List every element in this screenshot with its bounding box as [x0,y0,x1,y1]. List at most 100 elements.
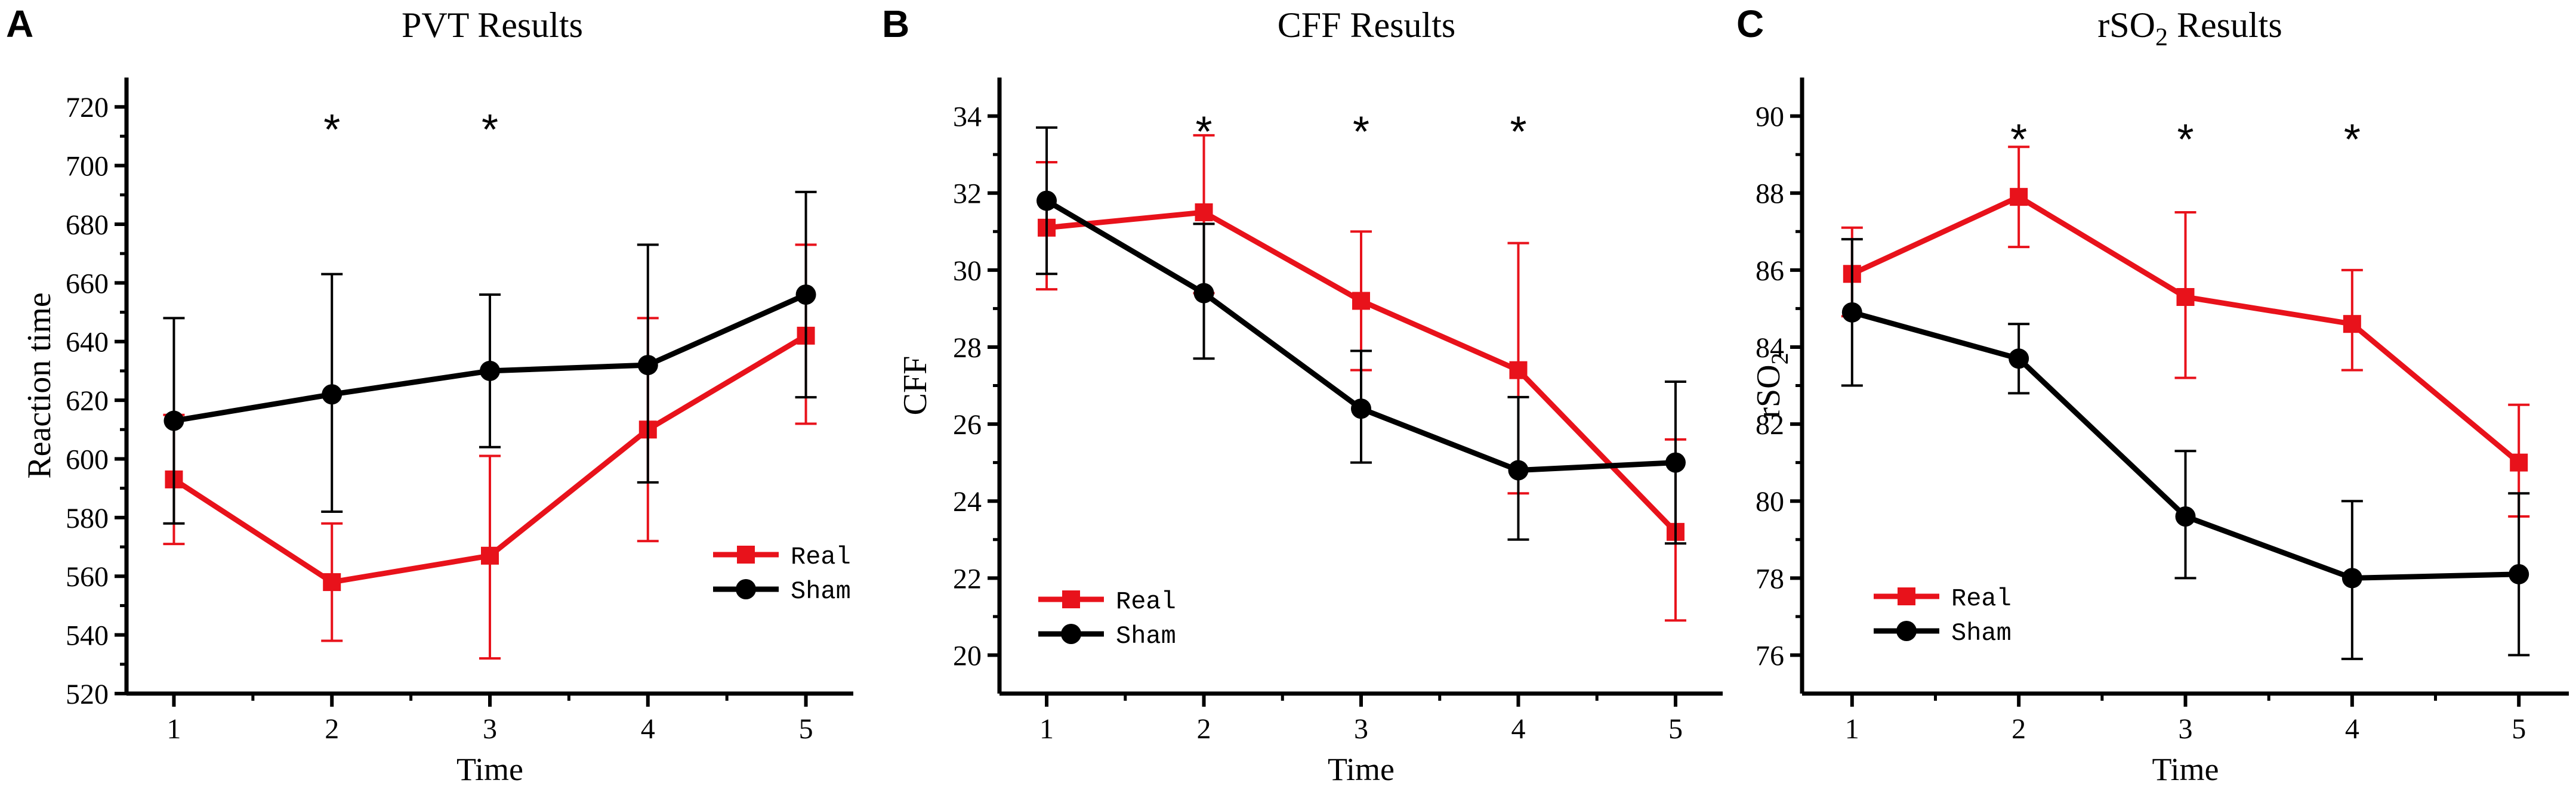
y-tick-label: 640 [66,327,109,358]
legend-label: Sham [1116,622,1176,651]
legend-label: Real [791,543,851,571]
panel-a: A PVT Results 520 540 560 580 600 620 640 660 680 7… [6,2,853,787]
legend-entry-real: Real [1038,587,1176,616]
y-tick-label: 86 [1756,255,1784,287]
chart-title-text: rSO [2097,5,2155,45]
panel-label: C [1736,2,1764,45]
significance-marker: * [2344,116,2361,163]
y-tick-label: 700 [66,151,109,182]
x-tick-label: 5 [799,713,813,745]
significance-marker: * [2010,116,2027,163]
x-tick-label: 3 [1354,713,1368,745]
series-sham [1036,126,1686,545]
chart-title-subscript: 2 [2155,24,2168,51]
y-axis-label-subscript: 2 [1766,352,1793,364]
legend-marker-real [1898,587,1915,605]
data-point-sham [2341,568,2362,589]
y-tick-label: 560 [66,561,109,593]
y-tick-label: 34 [953,101,982,133]
y-axis-label: rSO2 [1750,352,1793,418]
data-point-sham [1841,302,1862,323]
x-axis-label: Time [456,751,523,787]
data-point-real [2176,288,2195,307]
x-tick-label: 2 [2012,713,2026,745]
y-tick-label: 20 [953,640,982,672]
data-point-real [1509,361,1528,379]
y-tick-label: 28 [953,332,982,364]
y-axis-label-text: Reaction time [21,292,58,479]
y-axis-label-text: rSO [1750,364,1787,418]
data-point-real [2510,453,2528,472]
y-tick-label: 580 [66,503,109,534]
significance-marker: * [1510,108,1526,156]
data-point-sham [2175,506,2196,527]
data-point-sham [1193,283,1214,304]
data-point-sham [2009,348,2029,369]
y-axis-label: CFF [897,356,934,416]
significance-marker: * [2177,116,2194,163]
y-tick-label: 90 [1756,101,1784,133]
x-tick-label: 3 [483,713,497,745]
legend-label: Real [1116,587,1176,616]
legend-entry-real: Real [713,543,851,571]
x-tick-label: 1 [1039,713,1054,745]
y-tick-label: 80 [1756,486,1784,518]
data-point-sham [637,355,658,376]
x-tick-label: 5 [2512,713,2526,745]
y-tick-label: 26 [953,409,982,441]
data-point-real [323,573,341,592]
panel-label: B [882,2,909,45]
y-tick-label: 84 [1756,332,1784,364]
series-real [1841,146,2530,518]
chart-title: PVT Results [402,5,583,45]
y-tick-label: 660 [66,268,109,299]
y-tick-label: 76 [1756,640,1784,672]
legend-label: Sham [791,577,851,606]
y-tick-label: 540 [66,620,109,652]
chart-title-suffix: Results [2168,5,2282,45]
x-tick-label: 2 [325,713,339,745]
x-tick-label: 1 [166,713,181,745]
chart-title: CFF Results [1278,5,1455,45]
y-tick-label: 620 [66,385,109,417]
y-axis-label-text: CFF [897,356,934,416]
x-axis-label: Time [1328,751,1395,787]
significance-marker: * [1353,108,1369,156]
x-tick-label: 2 [1197,713,1211,745]
y-tick-label: 720 [66,92,109,123]
series-sham [163,190,817,525]
y-tick-label: 30 [953,255,982,287]
data-point-sham [163,410,184,431]
y-tick-label: 520 [66,679,109,710]
x-tick-label: 3 [2179,713,2193,745]
legend-entry-sham: Sham [713,577,851,606]
data-point-real [2343,315,2361,333]
legend-marker-real [1062,590,1080,608]
data-point-sham [795,284,816,305]
data-point-real [1352,292,1370,310]
legend-entry-real: Real [1874,584,2012,613]
legend-label: Real [1951,584,2012,613]
data-point-real [2010,188,2028,206]
x-tick-label: 4 [641,713,655,745]
y-tick-label: 22 [953,563,982,595]
y-tick-label: 600 [66,444,109,475]
significance-marker: * [482,106,498,154]
legend-marker-sham [1896,621,1917,641]
data-point-real [481,546,499,565]
x-tick-label: 1 [1845,713,1859,745]
series-sham [1841,238,2530,660]
y-tick-label: 82 [1756,409,1784,441]
y-tick-label: 78 [1756,563,1784,595]
data-point-sham [2509,564,2529,584]
data-point-sham [480,360,500,381]
x-tick-label: 5 [1668,713,1683,745]
y-axis-label: Reaction time [21,292,58,479]
chart-title-text: PVT Results [402,5,583,45]
y-tick-label: 24 [953,486,982,518]
data-point-sham [322,384,343,405]
legend-entry-sham: Sham [1038,622,1176,651]
legend-marker-sham [1061,624,1081,644]
